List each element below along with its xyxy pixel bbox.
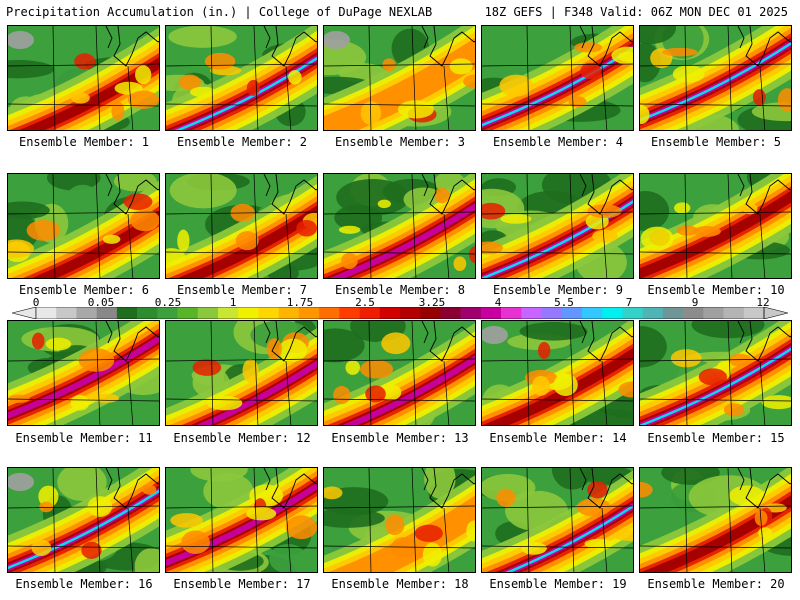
ensemble-member-map bbox=[639, 320, 792, 426]
colorbar-tick-label: 2.5 bbox=[355, 296, 375, 309]
colorbar-swatch bbox=[420, 307, 441, 319]
ensemble-member-map bbox=[7, 25, 160, 131]
ensemble-member-map bbox=[481, 467, 634, 573]
colorbar-tick-label: 7 bbox=[625, 296, 633, 309]
colorbar-tick-labels: 0 0.05 0.25 1 1.75 2.5 3.25 4 5.5 7 9 12 bbox=[0, 296, 800, 309]
ensemble-member-label: Ensemble Member: 1 bbox=[18, 135, 150, 149]
ensemble-member-map bbox=[481, 320, 634, 426]
colorbar-tick-label: 0 bbox=[32, 296, 40, 309]
colorbar-tick-label: 5.5 bbox=[554, 296, 574, 309]
ensemble-member-map bbox=[7, 467, 160, 573]
ensemble-member-label: Ensemble Member: 8 bbox=[334, 283, 466, 297]
colorbar-tick-label: 0.05 bbox=[87, 296, 115, 309]
ensemble-member-label: Ensemble Member: 12 bbox=[173, 431, 311, 445]
colorbar-swatch bbox=[278, 307, 300, 319]
ensemble-member-label: Ensemble Member: 10 bbox=[647, 283, 785, 297]
ensemble-member-map bbox=[323, 25, 476, 131]
colorbar-swatch bbox=[379, 307, 401, 319]
ensemble-member-label: Ensemble Member: 16 bbox=[15, 577, 153, 591]
colorbar-tick-label: 9 bbox=[691, 296, 699, 309]
map-title: Precipitation Accumulation (in.) | Colle… bbox=[6, 5, 433, 19]
colorbar-swatch bbox=[137, 307, 158, 319]
ensemble-member-map bbox=[165, 173, 318, 279]
ensemble-member-label: Ensemble Member: 19 bbox=[489, 577, 627, 591]
colorbar-swatch bbox=[96, 307, 118, 319]
colorbar-swatch bbox=[501, 307, 522, 319]
colorbar-swatch bbox=[319, 307, 340, 319]
ensemble-member-label: Ensemble Member: 11 bbox=[15, 431, 153, 445]
ensemble-member-label: Ensemble Member: 2 bbox=[176, 135, 308, 149]
colorbar-swatch bbox=[238, 307, 259, 319]
colorbar-swatch bbox=[218, 307, 239, 319]
colorbar-tick-label: 12 bbox=[756, 296, 770, 309]
ensemble-member-map bbox=[323, 320, 476, 426]
ensemble-member-label: Ensemble Member: 18 bbox=[331, 577, 469, 591]
ensemble-member-map bbox=[165, 320, 318, 426]
colorbar-swatch bbox=[541, 307, 563, 319]
ensemble-member-map bbox=[165, 467, 318, 573]
ensemble-member-map bbox=[323, 467, 476, 573]
colorbar-swatch bbox=[56, 307, 77, 319]
ensemble-member-map bbox=[7, 173, 160, 279]
colorbar-swatch bbox=[36, 307, 57, 319]
colorbar-swatch bbox=[258, 307, 279, 319]
colorbar-swatch bbox=[561, 307, 583, 319]
colorbar-swatch bbox=[683, 307, 704, 319]
ensemble-member-label: Ensemble Member: 9 bbox=[492, 283, 624, 297]
colorbar-swatch bbox=[723, 307, 745, 319]
colorbar-swatch bbox=[703, 307, 724, 319]
precipitation-colorbar bbox=[12, 307, 788, 319]
colorbar-swatch bbox=[521, 307, 542, 319]
colorbar-swatch bbox=[602, 307, 623, 319]
colorbar-tick-label: 3.25 bbox=[418, 296, 446, 309]
colorbar-swatch bbox=[582, 307, 603, 319]
colorbar-tick-label: 4 bbox=[494, 296, 502, 309]
ensemble-member-label: Ensemble Member: 4 bbox=[492, 135, 624, 149]
ensemble-member-label: Ensemble Member: 6 bbox=[18, 283, 150, 297]
colorbar-swatch bbox=[298, 307, 320, 319]
colorbar-tick-label: 1 bbox=[229, 296, 237, 309]
ensemble-member-label: Ensemble Member: 14 bbox=[489, 431, 627, 445]
run-valid-time: 18Z GEFS | F348 Valid: 06Z MON DEC 01 20… bbox=[484, 5, 788, 19]
ensemble-member-label: Ensemble Member: 17 bbox=[173, 577, 311, 591]
colorbar-tick-label: 1.75 bbox=[286, 296, 314, 309]
colorbar-tick-label: 0.25 bbox=[154, 296, 182, 309]
ensemble-member-map bbox=[323, 173, 476, 279]
ensemble-member-label: Ensemble Member: 20 bbox=[647, 577, 785, 591]
colorbar-swatch bbox=[440, 307, 461, 319]
ensemble-member-map bbox=[639, 467, 792, 573]
ensemble-member-label: Ensemble Member: 3 bbox=[334, 135, 466, 149]
colorbar-swatch bbox=[359, 307, 381, 319]
ensemble-member-map bbox=[7, 320, 160, 426]
colorbar-swatch bbox=[400, 307, 421, 319]
ensemble-member-map bbox=[481, 25, 634, 131]
colorbar-swatch bbox=[157, 307, 178, 319]
ensemble-member-label: Ensemble Member: 15 bbox=[647, 431, 785, 445]
colorbar-swatch bbox=[197, 307, 219, 319]
colorbar-swatch bbox=[662, 307, 684, 319]
colorbar-swatch bbox=[460, 307, 482, 319]
colorbar-swatch bbox=[177, 307, 199, 319]
ensemble-member-label: Ensemble Member: 13 bbox=[331, 431, 469, 445]
colorbar-swatch bbox=[743, 307, 765, 319]
ensemble-member-map bbox=[639, 25, 792, 131]
colorbar-swatch bbox=[480, 307, 502, 319]
ensemble-member-label: Ensemble Member: 7 bbox=[176, 283, 308, 297]
colorbar-swatch bbox=[76, 307, 97, 319]
ensemble-member-label: Ensemble Member: 5 bbox=[650, 135, 782, 149]
ensemble-member-map bbox=[639, 173, 792, 279]
colorbar-swatch bbox=[339, 307, 360, 319]
colorbar-swatch bbox=[116, 307, 138, 319]
colorbar-swatch bbox=[622, 307, 643, 319]
ensemble-member-map bbox=[165, 25, 318, 131]
colorbar-swatch bbox=[642, 307, 664, 319]
ensemble-member-map bbox=[481, 173, 634, 279]
